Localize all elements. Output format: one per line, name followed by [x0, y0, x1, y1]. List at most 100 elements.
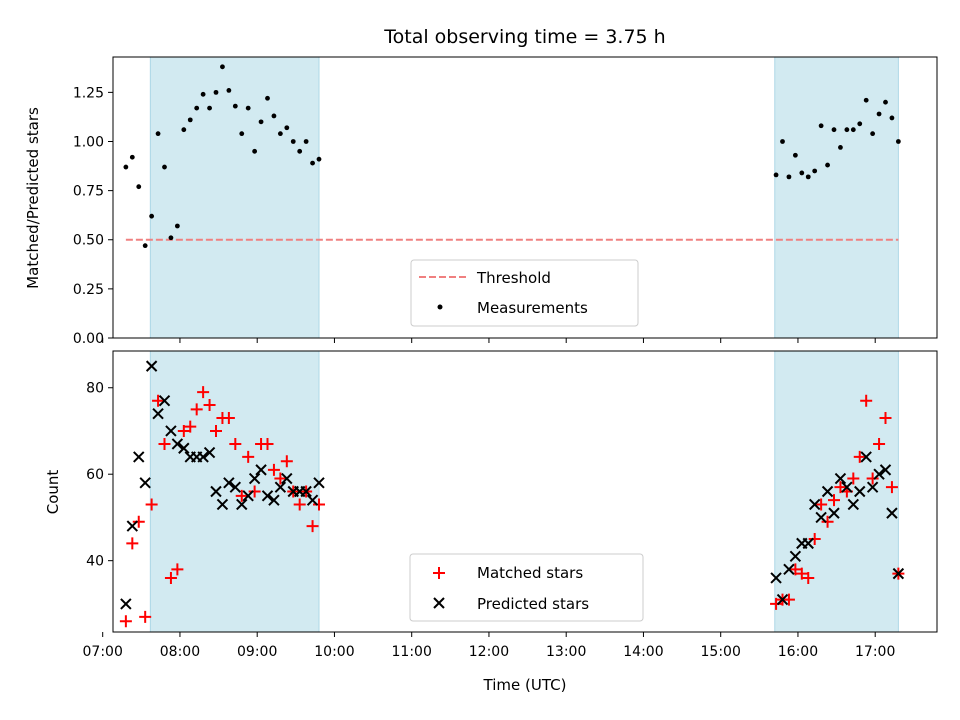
matched-star-point [885, 481, 898, 494]
matched-star-point [210, 424, 222, 437]
matched-star-point [139, 610, 152, 623]
predicted-star-point [879, 464, 892, 476]
predicted-star-point [268, 494, 280, 506]
x-tick-label: 13:00 [546, 644, 586, 660]
predicted-star-point [229, 481, 242, 493]
matched-star-point [280, 455, 293, 468]
matched-star-point [828, 494, 840, 507]
y-tick-label: 80 [86, 381, 104, 397]
measurement-point [792, 152, 798, 158]
matched-star-point [873, 437, 886, 450]
y-tick-label: 40 [86, 554, 104, 570]
observing-window-1 [149, 56, 320, 339]
top-y-axis-label: Matched/Predicted stars [24, 107, 42, 289]
measurement-point [232, 103, 238, 109]
bottom-x-ticks: 07:00 08:00 09:00 10:00 11:00 12:00 13:00 14:00… [83, 632, 895, 660]
bottom-legend: Matched stars Predicted stars [409, 553, 644, 622]
predicted-star-point [281, 472, 293, 485]
matched-star-point [770, 597, 783, 610]
predicted-star-point [770, 572, 782, 584]
predicted-star-point [242, 490, 254, 502]
x-tick-label: 11:00 [392, 644, 432, 660]
matched-star-point [306, 520, 319, 533]
matched-star-point [203, 399, 216, 412]
matched-star-point [177, 424, 190, 437]
measurement-point [129, 154, 135, 160]
measurement-point [142, 243, 148, 249]
measurement-point [174, 223, 180, 229]
measurement-point [838, 144, 843, 150]
predicted-star-point [210, 485, 222, 498]
predicted-star-point [165, 425, 177, 437]
measurement-point [123, 164, 129, 170]
predicted-star-point [834, 472, 847, 485]
predicted-star-point [854, 485, 866, 498]
matched-star-point [782, 593, 795, 606]
x-axis-label: Time (UTC) [483, 676, 567, 694]
matched-star-point [274, 472, 287, 485]
measurement-point [258, 119, 264, 125]
measurement-point [812, 168, 818, 174]
measurement-point [162, 164, 167, 170]
measurement-point [831, 127, 837, 133]
measurement-point [277, 131, 283, 137]
measurement-point [297, 148, 303, 154]
matched-star-point [293, 498, 306, 511]
matched-star-point [119, 615, 132, 628]
predicted-star-point [802, 537, 814, 550]
bottom-y-ticks: 40 60 80 [86, 381, 113, 570]
measurement-point [290, 139, 296, 144]
legend-matched-swatch [433, 567, 445, 579]
legend-measurements-label: Measurements [477, 299, 588, 317]
measurement-point [303, 139, 309, 144]
measurement-point [136, 184, 142, 190]
top-legend-box [410, 259, 639, 327]
matched-star-point [821, 515, 834, 528]
matched-star-point [248, 485, 261, 498]
matched-star-point [132, 515, 145, 528]
predicted-star-point [828, 507, 840, 519]
matched-star-point [808, 533, 821, 546]
measurement-point [200, 91, 206, 97]
matched-star-point [267, 463, 280, 476]
predicted-star-point [145, 360, 158, 372]
matched-star-point [164, 571, 177, 584]
x-tick-label: 17:00 [855, 644, 895, 660]
y-tick-label: 0.00 [73, 331, 104, 347]
predicted-star-point [197, 451, 209, 463]
bottom-y-axis-label: Count [44, 470, 62, 515]
x-tick-label: 10:00 [314, 644, 354, 660]
matched-star-point [158, 437, 171, 450]
matched-star-point [197, 386, 210, 399]
predicted-star-point [783, 563, 795, 576]
measurement-point [786, 174, 792, 180]
predicted-star-point [873, 468, 885, 480]
measurement-point [316, 156, 322, 162]
x-tick-label: 16:00 [778, 644, 818, 660]
predicted-star-point [126, 520, 139, 532]
x-tick-label: 07:00 [83, 644, 123, 660]
legend-threshold-label: Threshold [476, 269, 551, 287]
matched-star-point [866, 472, 879, 485]
measurement-point [876, 111, 882, 117]
predicted-star-point [255, 464, 267, 476]
measurement-point [818, 123, 824, 129]
predicted-star-point [120, 598, 132, 610]
matched-star-point [847, 472, 860, 485]
predicted-star-point [776, 593, 789, 606]
matched-star-point [235, 489, 248, 502]
y-tick-label: 1.00 [73, 134, 104, 150]
predicted-star-point [821, 485, 834, 498]
measurement-point [883, 99, 888, 105]
measurement-point [799, 170, 805, 176]
predicted-star-point [892, 567, 905, 580]
measurement-point [284, 125, 290, 131]
measurement-point [220, 64, 225, 70]
predicted-star-point [139, 477, 151, 489]
measurement-point [773, 172, 779, 178]
chart-title: Total observing time = 3.75 h [383, 26, 665, 48]
measurement-point [239, 131, 245, 137]
measurement-point [850, 127, 856, 133]
y-tick-label: 0.75 [73, 184, 104, 200]
legend-matched-label: Matched stars [477, 564, 583, 582]
